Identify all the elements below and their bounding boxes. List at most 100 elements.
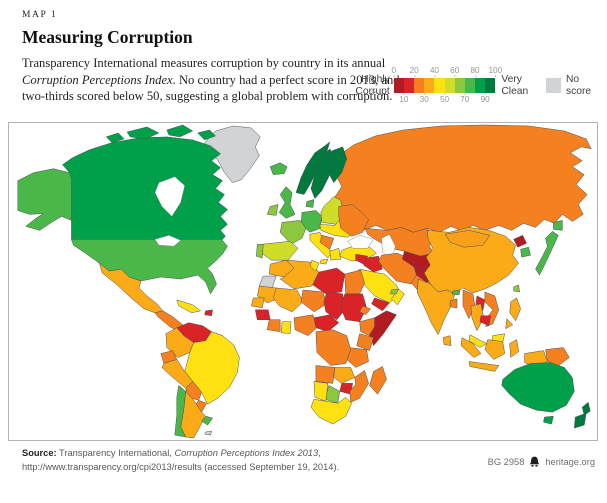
- region-egypt: [344, 269, 365, 295]
- figure-kicker: MAP 1: [22, 10, 58, 20]
- world-choropleth-map: [9, 123, 597, 440]
- region-chad: [323, 291, 345, 321]
- doc-id: BG 2958: [487, 456, 525, 467]
- region-tunisia: [309, 259, 320, 272]
- region-canada-arctic-islands: [105, 124, 216, 144]
- region-south-africa: [310, 397, 352, 425]
- tick-40: 40: [429, 66, 439, 77]
- region-mali: [272, 287, 304, 313]
- region-yemen: [371, 297, 390, 312]
- region-cambodia: [479, 315, 492, 326]
- region-thailand: [470, 303, 485, 331]
- region-mongolia: [444, 230, 491, 248]
- region-france: [279, 220, 307, 245]
- scale-ticks-top: 0 20 40 60 80 100: [391, 66, 502, 77]
- tick-90: 90: [480, 93, 490, 104]
- source-line-2: http://www.transparency.org/cpi2013/resu…: [22, 461, 339, 475]
- great-lakes: [154, 235, 181, 247]
- region-nigeria: [293, 314, 318, 336]
- region-balkans: [319, 235, 335, 250]
- region-iceland: [269, 162, 288, 175]
- no-score-label: No score: [565, 73, 592, 97]
- source-text: Transparency International,: [56, 448, 175, 458]
- source-url: http://www.transparency.org/cpi2013/resu…: [22, 461, 340, 472]
- ramp-swatch-30-40: [424, 78, 435, 93]
- scale-ticks-bottom: 10 30 50 70 90: [394, 93, 496, 105]
- tick-10: 10: [399, 93, 409, 104]
- region-italy: [309, 232, 333, 265]
- region-oman: [391, 288, 405, 306]
- region-taiwan: [513, 284, 520, 293]
- no-score-swatch: [545, 78, 561, 93]
- description-text-2: . No country had a perfect score in 2013…: [22, 72, 400, 104]
- legend-right-label: Very Clean: [501, 73, 529, 97]
- region-greenland: [204, 125, 261, 183]
- tick-0: 0: [391, 66, 397, 77]
- figure-description: Transparency International measures corr…: [22, 55, 400, 105]
- black-sea: [347, 235, 374, 249]
- region-mozambique: [349, 370, 369, 403]
- region-scandinavia-norway: [295, 141, 331, 195]
- region-cameroon-car: [313, 314, 340, 332]
- region-china: [423, 227, 519, 295]
- region-scandinavia-finland: [327, 146, 347, 183]
- region-cuba: [176, 299, 201, 314]
- source-text-2: ,: [318, 448, 321, 458]
- figure-title: Measuring Corruption: [22, 27, 193, 47]
- region-eritrea: [359, 305, 371, 316]
- region-japan: [535, 220, 563, 276]
- region-zambia: [333, 367, 355, 384]
- region-alaska: [17, 168, 72, 231]
- tick-30: 30: [419, 93, 429, 104]
- world-map-panel: [8, 122, 598, 441]
- region-dr-congo: [315, 329, 351, 366]
- figure-footer: Source: Transparency International, Corr…: [22, 447, 595, 475]
- source-note: Source: Transparency International, Corr…: [22, 447, 339, 475]
- ramp-swatch-50-60: [444, 78, 455, 93]
- legend-left-label: Highly Corrupt: [355, 73, 390, 97]
- region-greece: [329, 247, 342, 261]
- tick-80: 80: [470, 66, 480, 77]
- region-iraq: [363, 255, 383, 273]
- region-falklands: [204, 430, 212, 436]
- color-ramp: [393, 78, 496, 93]
- ramp-swatch-10-20: [403, 78, 415, 93]
- region-sri-lanka: [442, 335, 452, 346]
- ramp-swatch-20-30: [414, 78, 425, 93]
- ramp-swatch-60-70: [454, 78, 465, 93]
- region-uruguay: [201, 415, 213, 426]
- region-mexico: [99, 262, 164, 314]
- region-laos: [475, 295, 486, 312]
- ramp-swatch-40-50: [434, 78, 445, 93]
- region-guinea: [255, 309, 271, 321]
- brand-line: BG 2958 heritage.org: [488, 456, 595, 467]
- tick-100: 100: [488, 66, 503, 77]
- region-senegal: [251, 297, 265, 309]
- ramp-swatch-90-100: [485, 78, 496, 93]
- ramp-swatch-70-80: [464, 78, 476, 93]
- region-ireland: [266, 204, 279, 216]
- region-denmark: [305, 199, 315, 208]
- region-chile: [174, 385, 186, 438]
- tick-70: 70: [460, 93, 470, 104]
- source-line-1: Source: Transparency International, Corr…: [22, 447, 339, 461]
- region-australia: [501, 362, 575, 425]
- region-bhutan: [451, 289, 461, 296]
- region-uae: [390, 288, 399, 295]
- region-portugal: [256, 243, 264, 259]
- region-kenya: [356, 333, 374, 351]
- region-ukraine-belarus: [338, 204, 369, 237]
- region-angola: [315, 365, 336, 384]
- region-libya: [312, 267, 345, 295]
- region-canada: [61, 136, 228, 241]
- tick-20: 20: [409, 66, 419, 77]
- region-haiti: [204, 309, 213, 317]
- region-new-zealand: [574, 401, 591, 429]
- source-italic: Corruption Perceptions Index 2013: [174, 448, 319, 458]
- region-ghana: [280, 321, 292, 334]
- tick-60: 60: [450, 66, 460, 77]
- region-bangladesh: [449, 298, 458, 309]
- description-italic: Corruption Perceptions Index: [22, 72, 173, 87]
- description-text: Transparency International measures corr…: [22, 56, 386, 70]
- region-ivory-coast: [266, 319, 281, 332]
